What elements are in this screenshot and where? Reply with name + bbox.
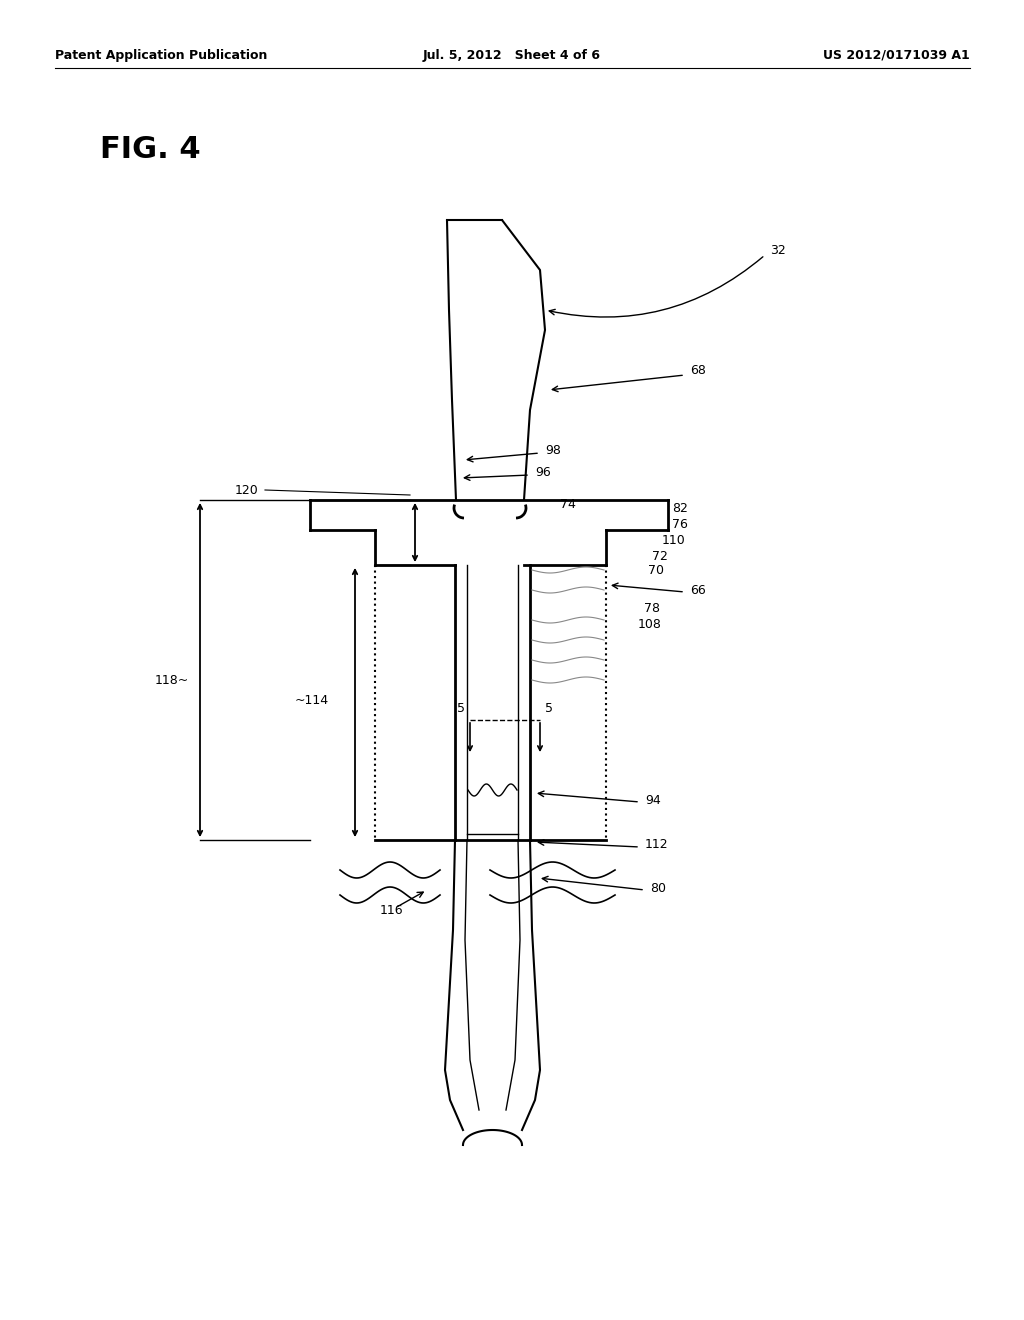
Text: 32: 32 <box>770 243 785 256</box>
Text: 82: 82 <box>672 502 688 515</box>
Text: 112: 112 <box>645 838 669 851</box>
Text: 96: 96 <box>535 466 551 479</box>
Text: 72: 72 <box>652 549 668 562</box>
Text: 78: 78 <box>644 602 660 615</box>
Text: US 2012/0171039 A1: US 2012/0171039 A1 <box>823 49 970 62</box>
Text: 70: 70 <box>648 564 664 577</box>
Text: Patent Application Publication: Patent Application Publication <box>55 49 267 62</box>
Text: FIG. 4: FIG. 4 <box>100 135 201 164</box>
Text: 76: 76 <box>672 519 688 532</box>
Text: 116: 116 <box>380 903 403 916</box>
Text: ~114: ~114 <box>295 693 329 706</box>
Text: 5: 5 <box>457 702 465 715</box>
Text: 118~: 118~ <box>155 673 189 686</box>
Text: 74: 74 <box>560 499 575 511</box>
Text: 108: 108 <box>638 619 662 631</box>
Text: 120: 120 <box>234 483 258 496</box>
Text: 110: 110 <box>662 533 686 546</box>
Text: 80: 80 <box>650 882 666 895</box>
Text: 5: 5 <box>545 702 553 715</box>
Text: 98: 98 <box>545 444 561 457</box>
Text: 66: 66 <box>690 583 706 597</box>
Text: 94: 94 <box>645 793 660 807</box>
Text: 68: 68 <box>690 363 706 376</box>
Text: Jul. 5, 2012   Sheet 4 of 6: Jul. 5, 2012 Sheet 4 of 6 <box>423 49 601 62</box>
